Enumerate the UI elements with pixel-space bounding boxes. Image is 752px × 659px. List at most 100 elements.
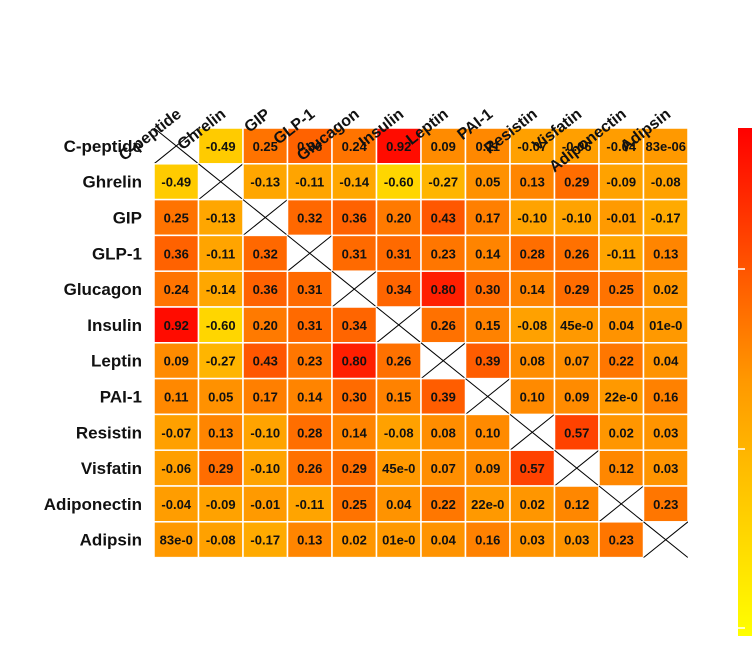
cell-value-label: 0.23 (609, 533, 634, 548)
cell-value-label: -0.08 (206, 533, 236, 548)
heatmap-cell (598, 306, 645, 344)
cell-value-label: 83e-06 (646, 139, 686, 154)
cell-value-label: 0.23 (431, 246, 456, 261)
cell-value-label: -0.09 (206, 497, 236, 512)
cell-value-label: 0.04 (609, 318, 635, 333)
heatmap-cell (553, 521, 600, 558)
cell-value-label: 0.07 (431, 461, 456, 476)
cell-value-label: 0.32 (253, 246, 278, 261)
cell-value-label: 45e-0 (382, 461, 415, 476)
heatmap-cell (553, 234, 600, 272)
heatmap-cell (286, 198, 333, 237)
cell-value-label: -0.14 (339, 175, 369, 190)
cell-value-label: 01e-0 (382, 533, 415, 548)
cell-value-label: -0.60 (206, 318, 236, 333)
heatmap-cell (331, 413, 378, 451)
heatmap-cell (331, 198, 378, 237)
cell-value-label: 0.28 (520, 246, 545, 261)
cell-value-label: 0.14 (342, 425, 368, 440)
heatmap-cell (509, 521, 556, 558)
cell-value-label: -0.11 (295, 497, 324, 512)
heatmap-cell (331, 485, 378, 523)
cell-value-label: 0.26 (431, 318, 456, 333)
cell-value-label: -0.04 (161, 497, 191, 512)
cell-value-label: -0.11 (295, 175, 324, 190)
cell-value-label: 0.36 (297, 139, 322, 154)
diagonal-cross-line (465, 378, 511, 415)
heatmap-cell (286, 521, 333, 558)
cell-value-label: 0.34 (386, 282, 412, 297)
cell-value-label: 0.26 (564, 246, 589, 261)
heatmap-cell (242, 270, 289, 308)
cell-value-label: 0.03 (653, 425, 678, 440)
cell-value-label: 0.31 (297, 282, 322, 297)
cell-value-label: 0.04 (431, 533, 457, 548)
cell-value-label: 0.04 (653, 354, 679, 369)
heatmap-cell (286, 413, 333, 451)
cell-value-label: 0.03 (564, 533, 589, 548)
heatmap-cell (420, 270, 467, 308)
cell-value-label: 0.22 (431, 497, 456, 512)
cell-value-label: 0.92 (164, 318, 189, 333)
cell-value-label: 0.08 (520, 354, 545, 369)
heatmap-cell (553, 128, 600, 165)
heatmap-cell (464, 485, 511, 523)
heatmap-cell (153, 521, 200, 558)
heatmap-cell (598, 128, 645, 165)
diagonal-cross-line (153, 128, 199, 165)
cell-value-label: -0.04 (606, 139, 636, 154)
heatmap-cell (375, 163, 422, 201)
heatmap-cell (553, 163, 600, 201)
cell-value-label: 0.17 (253, 390, 278, 405)
cell-value-label: 0.36 (253, 282, 278, 297)
cell-value-label: 0.02 (609, 425, 634, 440)
heatmap-cell (286, 163, 333, 201)
cell-value-label: 0.03 (520, 533, 545, 548)
cell-value-label: 0.43 (431, 211, 456, 226)
row-labels: C-peptide Ghrelin GIP GLP-1 Glucagon Insulin L… (44, 137, 142, 550)
heatmap-cell (242, 342, 289, 380)
cell-value-label: 0.14 (520, 282, 546, 297)
heatmap-cell (375, 521, 422, 558)
cell-value-label: 0.11 (475, 139, 500, 154)
cell-value-label: 0.43 (253, 354, 278, 369)
cell-value-label: 0.32 (297, 211, 322, 226)
cell-value-label: -0.07 (161, 425, 191, 440)
cell-value-label: 0.57 (520, 461, 545, 476)
row-label: Ghrelin (82, 173, 142, 192)
cell-value-label: 0.07 (564, 354, 589, 369)
cell-value-label: 0.17 (475, 211, 500, 226)
cell-value-label: -0.11 (206, 246, 235, 261)
cell-value-label: 0.13 (653, 246, 678, 261)
heatmap-cell (642, 377, 688, 416)
heatmap-cell (197, 485, 244, 523)
cell-value-label: -0.49 (161, 175, 191, 190)
cell-value-label: 0.31 (342, 246, 367, 261)
cell-value-label: 0.29 (342, 461, 367, 476)
cell-value-label: 0.25 (342, 497, 367, 512)
heatmap-cell (598, 449, 645, 487)
cell-value-label: 0.25 (609, 282, 634, 297)
cell-value-label: 0.34 (342, 318, 368, 333)
cell-value-label: 0.15 (386, 390, 411, 405)
cell-value-label: 0.09 (164, 354, 189, 369)
heatmap-cell (286, 270, 333, 308)
diagonal-cross-line (287, 235, 333, 272)
cell-value-label: 0.15 (475, 318, 500, 333)
cell-value-label: 0.13 (520, 175, 545, 190)
cell-value-label: -0.08 (651, 175, 681, 190)
row-label: Adiponectin (44, 495, 142, 514)
cell-value-label: -0.06 (562, 139, 592, 154)
cell-value-label: -0.17 (651, 211, 681, 226)
cell-value-label: 0.29 (564, 282, 589, 297)
cell-value-label: 0.11 (164, 390, 189, 405)
cell-value-label: 0.20 (253, 318, 278, 333)
cell-value-label: 22e-0 (605, 390, 638, 405)
cell-value-label: 0.36 (342, 211, 367, 226)
heatmap-cell (420, 413, 467, 451)
cell-value-label: 0.28 (297, 425, 322, 440)
cell-value-label: 0.20 (386, 211, 411, 226)
cell-value-label: 0.08 (431, 425, 456, 440)
heatmap-cell (642, 198, 688, 237)
heatmap-cell (375, 128, 422, 165)
